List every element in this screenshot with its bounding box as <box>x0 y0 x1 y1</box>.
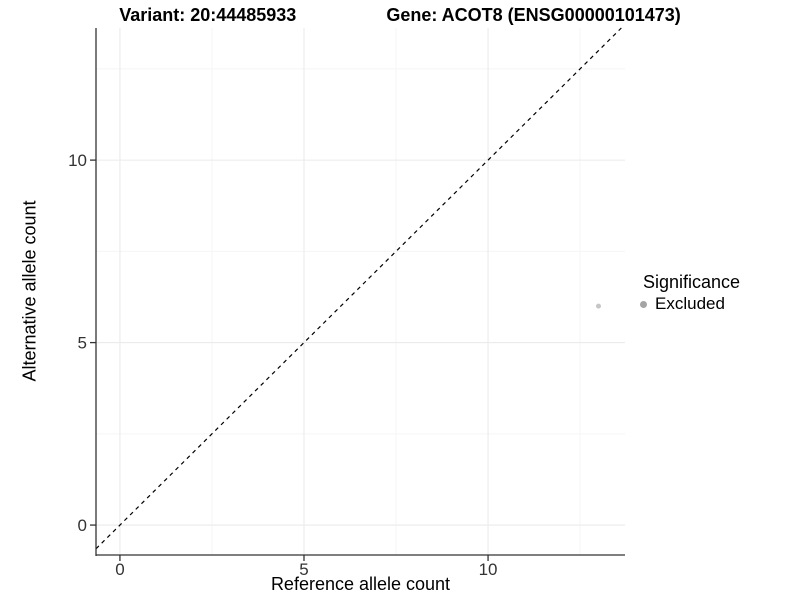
x-tick-label: 5 <box>299 560 308 579</box>
legend-entry-label: Excluded <box>655 294 725 313</box>
variant-title: Variant: 20:44485933 <box>119 5 297 25</box>
y-axis-title: Alternative allele count <box>19 200 40 382</box>
x-axis-title: Reference allele count <box>270 574 451 594</box>
data-point <box>595 303 601 309</box>
y-tick-label: 0 <box>78 516 87 535</box>
y-tick-label: 10 <box>68 151 87 170</box>
y-tick-label: 5 <box>78 334 87 353</box>
legend-key-dot-icon <box>640 300 647 308</box>
identity-line <box>95 27 622 550</box>
gene-title: Gene: ACOT8 (ENSG00000101473) <box>386 5 681 25</box>
legend-title: Significance <box>643 272 741 292</box>
plot-title-row: Variant: 20:44485933 Gene: ACOT8 (ENSG00… <box>0 5 800 26</box>
legend: Significance Excluded <box>640 272 740 314</box>
x-tick-label: 10 <box>479 560 498 579</box>
x-tick-label: 0 <box>115 560 124 579</box>
legend-entry: Excluded <box>640 294 740 314</box>
